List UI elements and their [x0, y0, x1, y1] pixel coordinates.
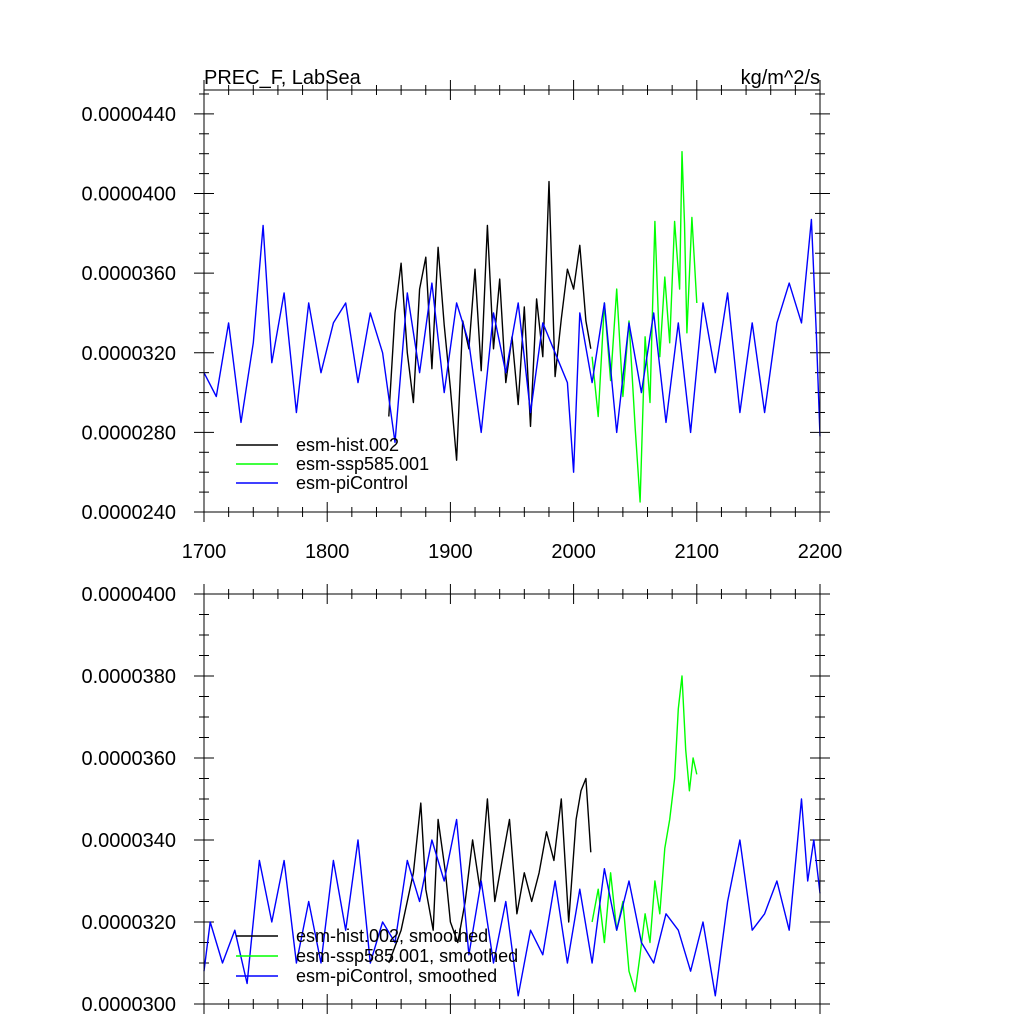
y-tick-label: 0.0000380 [81, 666, 176, 688]
y-tick-label: 0.0000320 [81, 343, 176, 365]
legend-label: esm-ssp585.001 [296, 454, 429, 474]
legend-label: esm-ssp585.001, smoothed [296, 946, 518, 966]
legend-label: esm-piControl, smoothed [296, 966, 497, 986]
y-tick-label: 0.0000300 [81, 994, 176, 1016]
series-line [388, 180, 592, 461]
legend-label: esm-hist.002 [296, 435, 399, 455]
top-panel-ticks: 1700 1800 1900 2000 2100 2200 0.0000240 0.00002… [81, 80, 842, 563]
top-panel-frame [203, 89, 821, 513]
y-tick-label: 0.0000280 [81, 422, 176, 444]
y-tick-label: 0.0000340 [81, 830, 176, 852]
legend-label: esm-hist.002, smoothed [296, 926, 488, 946]
series-line [591, 675, 698, 993]
y-tick-label: 0.0000360 [81, 263, 176, 285]
y-tick-label: 0.0000440 [81, 104, 176, 126]
x-tick-label: 1700 [182, 541, 227, 563]
legend-label: esm-piControl [296, 473, 408, 493]
series-line [388, 777, 592, 964]
series-line [591, 150, 698, 503]
bottom-panel: 0.0000300 0.0000320 0.0000340 0.0000360 0.00… [81, 584, 830, 1016]
bottom-panel-ticks: 0.0000300 0.0000320 0.0000340 0.0000360 0.00… [81, 584, 830, 1016]
top-panel: PREC_F, LabSea kg/m^2/s 1700 1800 1900 2000… [81, 67, 842, 563]
y-tick-label: 0.0000240 [81, 502, 176, 524]
x-tick-label: 2100 [675, 541, 720, 563]
x-tick-label: 2000 [551, 541, 596, 563]
bottom-panel-frame [203, 593, 821, 1005]
panel-title: PREC_F, LabSea [204, 67, 362, 89]
y-tick-label: 0.0000360 [81, 748, 176, 770]
x-tick-label: 2200 [798, 541, 843, 563]
top-panel-lines [203, 150, 821, 503]
y-tick-label: 0.0000400 [81, 584, 176, 606]
y-tick-label: 0.0000320 [81, 912, 176, 934]
x-tick-label: 1800 [305, 541, 350, 563]
y-tick-label: 0.0000400 [81, 184, 176, 206]
series-line [203, 218, 821, 473]
series-line [203, 798, 821, 997]
bottom-panel-lines [203, 675, 821, 997]
units-label: kg/m^2/s [741, 67, 820, 89]
x-tick-label: 1900 [428, 541, 473, 563]
